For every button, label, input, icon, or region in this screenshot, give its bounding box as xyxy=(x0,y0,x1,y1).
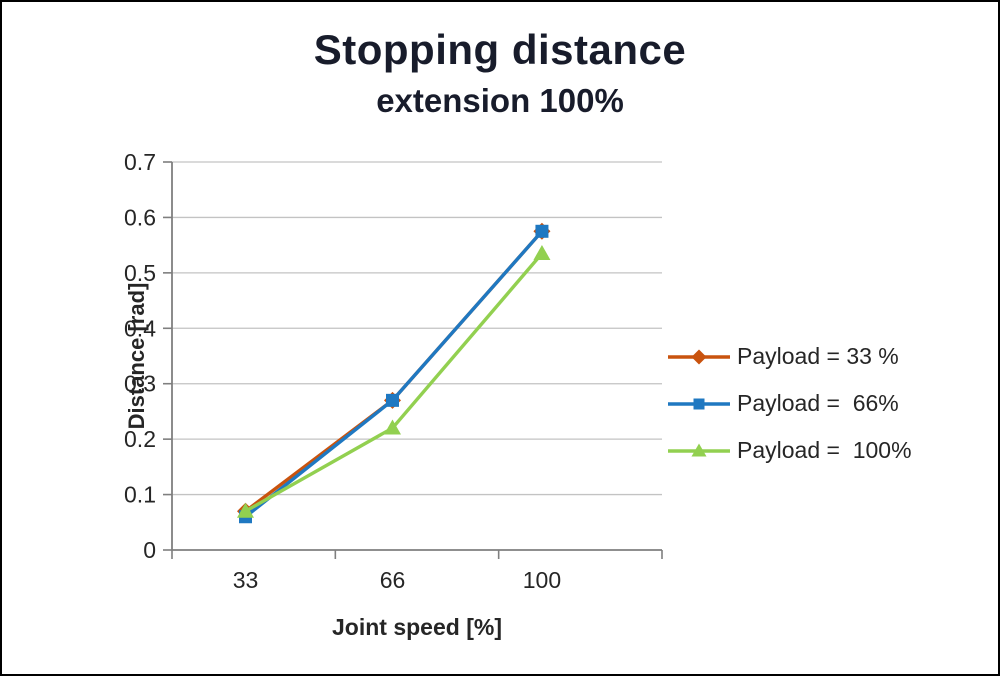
chart-title: Stopping distance xyxy=(313,26,687,73)
legend-item: Payload = 100% xyxy=(668,437,912,464)
legend-label: Payload = 33 % xyxy=(737,343,899,369)
legend-marker-triangle xyxy=(668,443,730,456)
data-point-triangle xyxy=(237,502,254,518)
x-tick-label: 33 xyxy=(233,567,259,593)
legend-point-diamond xyxy=(691,349,707,364)
data-point-triangle xyxy=(384,419,401,435)
data-point-square xyxy=(535,224,549,238)
y-tick-label: 0.7 xyxy=(124,149,156,175)
y-tick-label: 0.3 xyxy=(124,371,156,397)
legend-item: Payload = 33 % xyxy=(668,343,912,370)
x-axis-title: Joint speed [%] xyxy=(332,614,502,640)
legend: Payload = 33 % Payload = 66% Payload = 100… xyxy=(668,343,912,464)
legend-point-triangle xyxy=(691,443,707,456)
y-tick-label: 0 xyxy=(143,537,156,563)
legend-label: Payload = 66% xyxy=(737,390,899,416)
series-line-square xyxy=(243,229,544,519)
y-tick-label: 0.6 xyxy=(124,204,156,230)
legend-point-square xyxy=(693,398,705,409)
legend-label: Payload = 100% xyxy=(737,437,912,463)
data-point-triangle xyxy=(533,244,551,260)
chart-subtitle: extension 100% xyxy=(376,82,624,119)
legend-marker-diamond xyxy=(668,349,730,364)
x-tick-label: 66 xyxy=(380,567,406,593)
y-axis-title: Distance [rad] xyxy=(124,282,149,430)
y-tick-label: 0.2 xyxy=(124,426,156,452)
legend-item: Payload = 66% xyxy=(668,390,912,417)
series-line-triangle xyxy=(243,251,544,513)
y-tick-label: 0.5 xyxy=(124,260,156,286)
x-tick-label: 100 xyxy=(523,567,561,593)
y-tick-label: 0.4 xyxy=(124,315,156,341)
y-tick-label: 0.1 xyxy=(124,482,156,508)
data-point-square xyxy=(386,393,399,407)
legend-marker-square xyxy=(668,398,730,409)
